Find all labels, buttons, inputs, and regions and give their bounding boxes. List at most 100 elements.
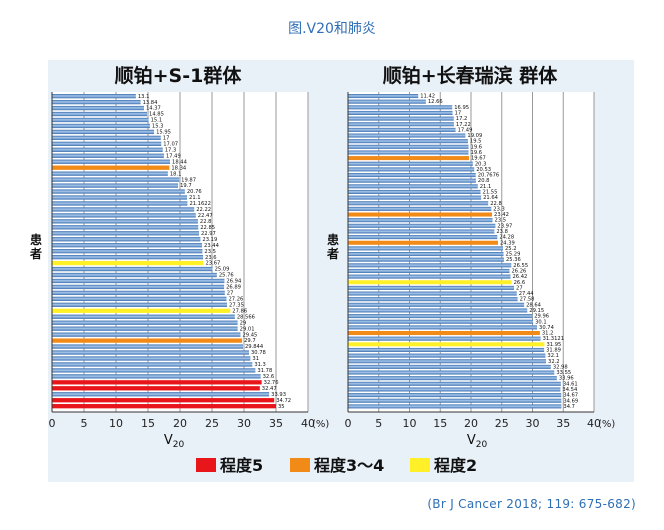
bar-value-label: 17 — [163, 136, 170, 142]
citation: (Br J Cancer 2018; 119: 675-682) — [427, 497, 636, 511]
bar-value-label: 22.8 — [200, 219, 212, 225]
bar-value-label: 29.96 — [534, 314, 549, 320]
bar-value-label: 32.47 — [262, 386, 277, 392]
bar-value-label: 21.55 — [483, 189, 498, 195]
bar-value-label: 32.6 — [263, 374, 275, 380]
bar — [52, 392, 270, 397]
bar-value-label: 22.85 — [200, 225, 215, 231]
bar-value-label: 29.15 — [529, 308, 544, 314]
bar — [52, 362, 253, 367]
bar — [52, 225, 199, 230]
bar — [348, 116, 454, 121]
bar — [348, 195, 482, 200]
bar — [348, 274, 511, 279]
bar — [348, 393, 562, 398]
bar — [348, 150, 469, 155]
bar-graded — [52, 165, 170, 170]
bar — [348, 218, 493, 223]
bar-value-label: 23.19 — [202, 237, 217, 243]
bar — [52, 117, 149, 123]
bar-value-label: 19.7 — [180, 183, 192, 189]
bar-value-label: 27.26 — [228, 297, 243, 303]
x-tick-label: 25 — [495, 417, 509, 430]
bar — [348, 133, 466, 138]
bar-value-label: 28.566 — [237, 314, 255, 320]
bar-value-label: 23.5 — [495, 218, 507, 224]
x-tick-label: 35 — [269, 417, 283, 430]
bar-value-label: 19.6 — [471, 150, 483, 156]
bar-value-label: 30.1 — [535, 319, 547, 325]
bar-value-label: 32.1 — [547, 353, 559, 359]
bar — [52, 171, 168, 176]
bar-value-label: 15.3 — [152, 124, 164, 130]
bar-value-label: 34.67 — [563, 393, 578, 399]
bar — [348, 206, 492, 211]
bar — [348, 308, 528, 313]
bar — [52, 135, 161, 141]
bar-value-label: 21.1 — [189, 195, 201, 201]
bar — [52, 111, 148, 117]
bar — [52, 213, 196, 218]
x-axis-label: V20 — [164, 433, 185, 450]
bar-value-label: 15.95 — [156, 130, 171, 136]
legend-label: 程度5 — [220, 456, 263, 475]
bar-value-label: 26.42 — [512, 274, 527, 280]
bar — [52, 99, 141, 105]
bar-value-label: 31.89 — [546, 347, 561, 353]
bar — [348, 302, 525, 307]
chart-1: 13.113.8414.3714.8515.115.315.951717.071… — [29, 64, 329, 450]
bar-value-label: 17.49 — [166, 153, 181, 159]
bar-value-label: 27 — [227, 291, 234, 297]
bar — [348, 285, 515, 290]
bar-value-label: 27.35 — [229, 302, 244, 308]
x-tick-label: 5 — [375, 417, 382, 430]
bar-graded — [348, 280, 512, 285]
bar — [348, 201, 489, 206]
bar-value-label: 29.7 — [244, 338, 256, 344]
bar — [52, 290, 225, 296]
bar-value-label: 17.49 — [458, 127, 473, 133]
bar-graded — [52, 338, 243, 343]
bar-value-label: 14.85 — [149, 112, 164, 118]
bar-graded — [348, 331, 540, 336]
x-tick-label: 20 — [464, 417, 478, 430]
bar — [52, 231, 200, 236]
bar-value-label: 33.55 — [556, 370, 571, 376]
bar — [52, 302, 228, 307]
bar — [348, 364, 551, 369]
bar-value-label: 21.1622 — [189, 201, 210, 207]
x-tick-label: 35 — [556, 417, 570, 430]
bar-value-label: 34.69 — [563, 398, 578, 404]
bar-value-label: 19.67 — [471, 156, 486, 162]
bar — [348, 105, 453, 110]
bar-graded — [52, 398, 275, 403]
x-tick-label: 5 — [81, 417, 88, 430]
bar-value-label: 17.22 — [456, 122, 471, 128]
bar — [52, 266, 213, 272]
bar — [348, 381, 561, 386]
bar — [348, 359, 547, 364]
bar — [52, 207, 195, 212]
bar — [52, 278, 225, 284]
x-axis-label-sub: 20 — [173, 440, 185, 450]
x-tick-label: 40 — [587, 417, 601, 430]
bar-graded — [52, 404, 276, 409]
bar — [348, 398, 562, 403]
bar-value-label: 27 — [516, 285, 523, 291]
bar-value-label: 34.54 — [562, 387, 578, 393]
bar — [52, 147, 163, 152]
bar-value-label: 34.61 — [563, 381, 578, 387]
bar — [348, 122, 454, 127]
bar-value-label: 19.5 — [470, 139, 482, 145]
bar-graded — [348, 342, 545, 347]
bar-value-label: 17.07 — [163, 141, 178, 147]
bar — [52, 141, 162, 146]
bar-value-label: 22.8 — [490, 201, 502, 207]
bar-value-label: 20.53 — [476, 167, 491, 173]
bar — [52, 237, 201, 242]
legend-label: 程度2 — [434, 456, 477, 475]
bar-value-label: 25.2 — [505, 246, 517, 252]
chart-title: 顺铂+S-1群体 — [115, 64, 243, 87]
bar — [348, 235, 498, 240]
